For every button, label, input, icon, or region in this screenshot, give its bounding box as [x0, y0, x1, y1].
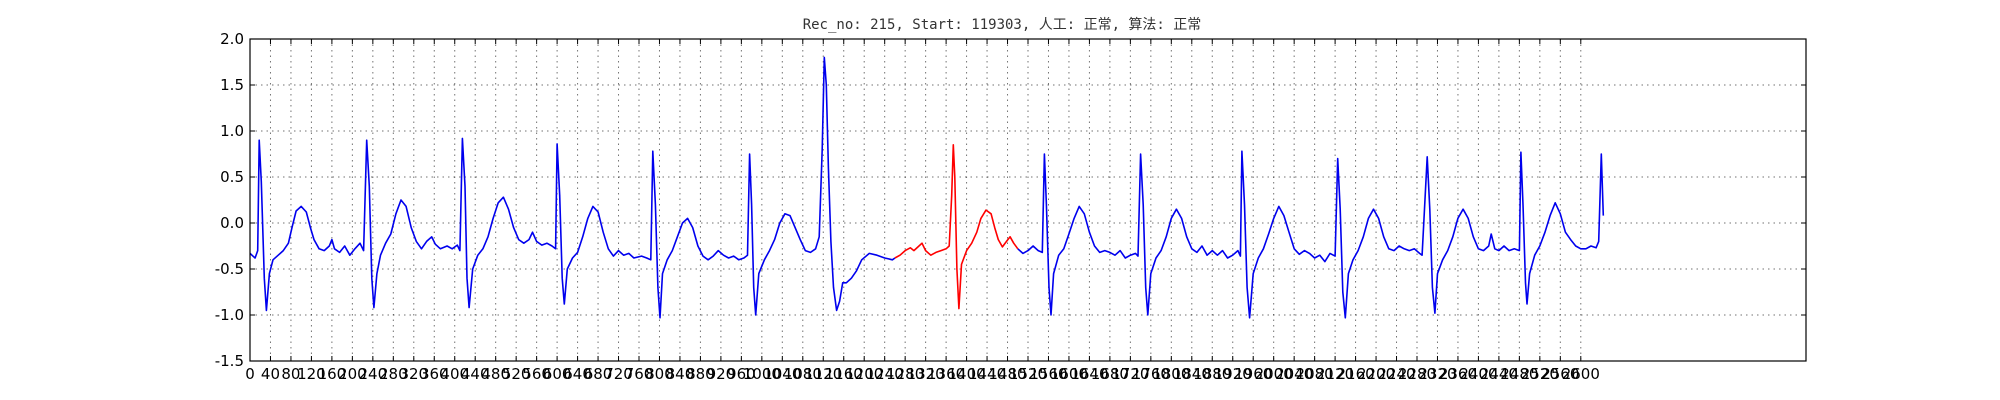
- axis-ticks: 0 40 8012016020024028032036040044048052056…: [215, 30, 1806, 383]
- x-tick-label: 1080: [784, 365, 822, 383]
- y-tick-label: -1.0: [215, 306, 244, 324]
- x-tick-label: 640: [563, 365, 592, 383]
- x-tick-label: 2280: [1398, 365, 1436, 383]
- x-tick-label: 2320: [1418, 365, 1456, 383]
- x-tick-label: 2400: [1459, 365, 1497, 383]
- x-tick-label: 880: [686, 365, 715, 383]
- x-tick-label: 1720: [1111, 365, 1149, 383]
- x-tick-label: 480: [481, 365, 510, 383]
- y-tick-label: -0.5: [215, 260, 244, 278]
- x-tick-label: 920: [707, 365, 736, 383]
- x-tick-label: 1600: [1050, 365, 1088, 383]
- y-tick-label: 2.0: [220, 30, 244, 48]
- x-tick-label: 280: [379, 365, 408, 383]
- ecg-trace-segment-3: [1017, 150, 1605, 319]
- x-tick-label: 2200: [1357, 365, 1395, 383]
- x-tick-label: 2520: [1521, 365, 1559, 383]
- x-tick-label: 1760: [1132, 365, 1170, 383]
- x-tick-label: 2040: [1275, 365, 1313, 383]
- x-tick-label: 2120: [1316, 365, 1354, 383]
- x-tick-label: 160: [318, 365, 347, 383]
- x-tick-label: 1840: [1173, 365, 1211, 383]
- y-tick-label: 1.5: [220, 76, 244, 94]
- x-tick-label: 1920: [1214, 365, 1252, 383]
- x-tick-label: 520: [502, 365, 531, 383]
- x-tick-label: 800: [645, 365, 674, 383]
- x-tick-label: 2080: [1296, 365, 1334, 383]
- x-tick-label: 960: [727, 365, 756, 383]
- x-tick-label: 1520: [1009, 365, 1047, 383]
- x-tick-label: 1440: [968, 365, 1006, 383]
- x-tick-label: 760: [625, 365, 654, 383]
- x-tick-label: 1480: [988, 365, 1026, 383]
- x-tick-label: 400: [440, 365, 469, 383]
- x-tick-label: 1680: [1091, 365, 1129, 383]
- ecg-trace-segment-2: [894, 144, 1019, 310]
- x-tick-label: 1960: [1234, 365, 1272, 383]
- x-tick-label: 560: [522, 365, 551, 383]
- y-tick-label: 0.5: [220, 168, 244, 186]
- x-tick-label: 1040: [763, 365, 801, 383]
- ecg-trace-segment-1: [249, 56, 896, 319]
- x-tick-label: 1160: [825, 365, 863, 383]
- x-tick-label: 440: [461, 365, 490, 383]
- x-tick-label: 1280: [886, 365, 924, 383]
- x-tick-label: 200: [338, 365, 367, 383]
- y-tick-label: -1.5: [215, 352, 244, 370]
- x-tick-label: 240: [359, 365, 388, 383]
- y-tick-label: 0.0: [220, 214, 244, 232]
- ecg-traces: [249, 56, 1605, 319]
- x-tick-label: 2600: [1562, 365, 1600, 383]
- x-tick-label: 2160: [1336, 365, 1374, 383]
- x-tick-label: 120: [297, 365, 326, 383]
- x-tick-label: 1400: [947, 365, 985, 383]
- x-tick-label: 680: [584, 365, 613, 383]
- x-tick-label: 1360: [927, 365, 965, 383]
- x-tick-label: 0: [245, 365, 255, 383]
- x-tick-label: 1560: [1029, 365, 1067, 383]
- y-tick-label: 1.0: [220, 122, 244, 140]
- x-tick-label: 2440: [1480, 365, 1518, 383]
- x-tick-label: 80: [281, 365, 300, 383]
- grid-lines: [249, 38, 1806, 362]
- x-tick-label: 720: [604, 365, 633, 383]
- x-tick-label: 2480: [1500, 365, 1538, 383]
- x-tick-label: 2360: [1439, 365, 1477, 383]
- x-tick-label: 360: [420, 365, 449, 383]
- x-tick-label: 40: [261, 365, 280, 383]
- x-tick-label: 2240: [1377, 365, 1415, 383]
- x-tick-label: 840: [666, 365, 695, 383]
- x-tick-label: 600: [543, 365, 572, 383]
- x-tick-label: 1200: [845, 365, 883, 383]
- x-tick-label: 1800: [1152, 365, 1190, 383]
- x-tick-label: 320: [399, 365, 428, 383]
- x-tick-label: 1640: [1070, 365, 1108, 383]
- x-tick-label: 1320: [907, 365, 945, 383]
- x-tick-label: 1000: [743, 365, 781, 383]
- chart-title: Rec_no: 215, Start: 119303, 人工: 正常, 算法: …: [803, 17, 1202, 33]
- x-tick-label: 1240: [866, 365, 904, 383]
- x-tick-label: 1880: [1193, 365, 1231, 383]
- x-tick-label: 1120: [804, 365, 842, 383]
- x-tick-label: 2000: [1255, 365, 1293, 383]
- x-tick-label: 2560: [1541, 365, 1579, 383]
